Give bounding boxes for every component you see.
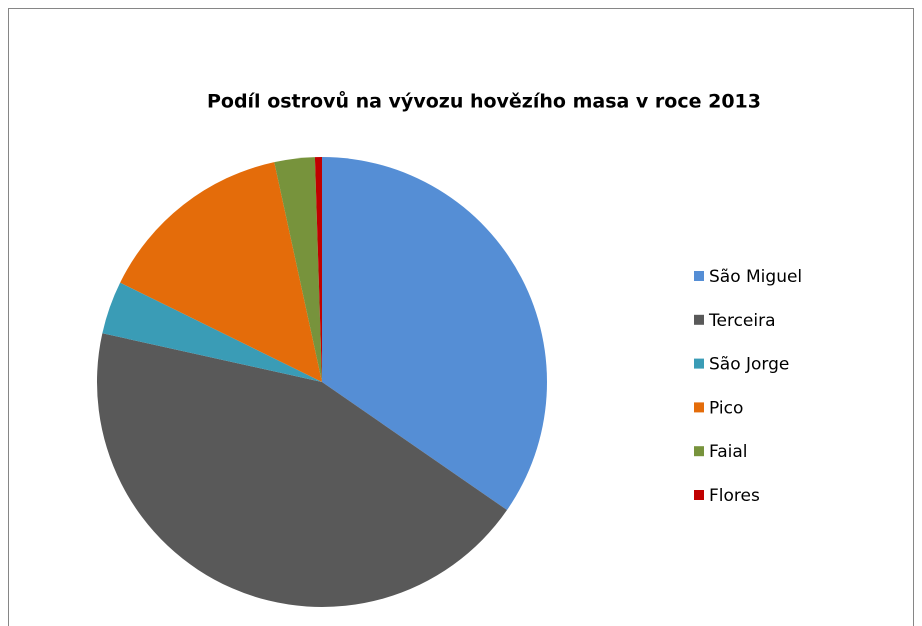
pie-slice <box>102 282 322 382</box>
legend-label: Faial <box>709 442 748 462</box>
legend-swatch <box>694 446 704 457</box>
legend-swatch <box>694 490 704 500</box>
legend-label: Pico <box>709 398 743 418</box>
legend-label: São Miguel <box>709 267 802 287</box>
legend-swatch <box>694 271 704 281</box>
pie-slice <box>314 157 322 382</box>
pie-slice <box>274 157 322 382</box>
legend-label: Flores <box>709 486 760 506</box>
legend-swatch <box>694 314 704 325</box>
pie-slice <box>120 162 322 382</box>
legend-label: São Jorge <box>709 355 789 375</box>
legend-swatch <box>694 402 704 413</box>
pie-slice <box>97 333 508 607</box>
chart-title: Podíl ostrovů na vývozu hovězího masa v … <box>207 90 761 113</box>
legend-swatch <box>694 358 704 369</box>
legend-label: Terceira <box>708 311 776 331</box>
pie-slice <box>322 157 548 511</box>
